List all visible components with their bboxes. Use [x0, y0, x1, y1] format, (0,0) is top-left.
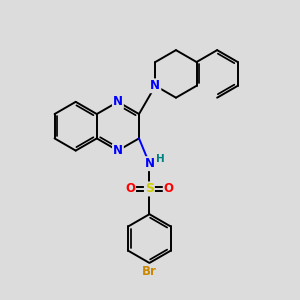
Text: N: N — [113, 144, 123, 157]
Text: Br: Br — [142, 265, 157, 278]
Text: O: O — [164, 182, 174, 195]
Text: N: N — [113, 95, 123, 108]
Text: H: H — [156, 154, 165, 164]
Text: N: N — [144, 157, 154, 170]
Text: S: S — [145, 182, 154, 195]
Text: O: O — [125, 182, 135, 195]
Text: N: N — [150, 79, 161, 92]
